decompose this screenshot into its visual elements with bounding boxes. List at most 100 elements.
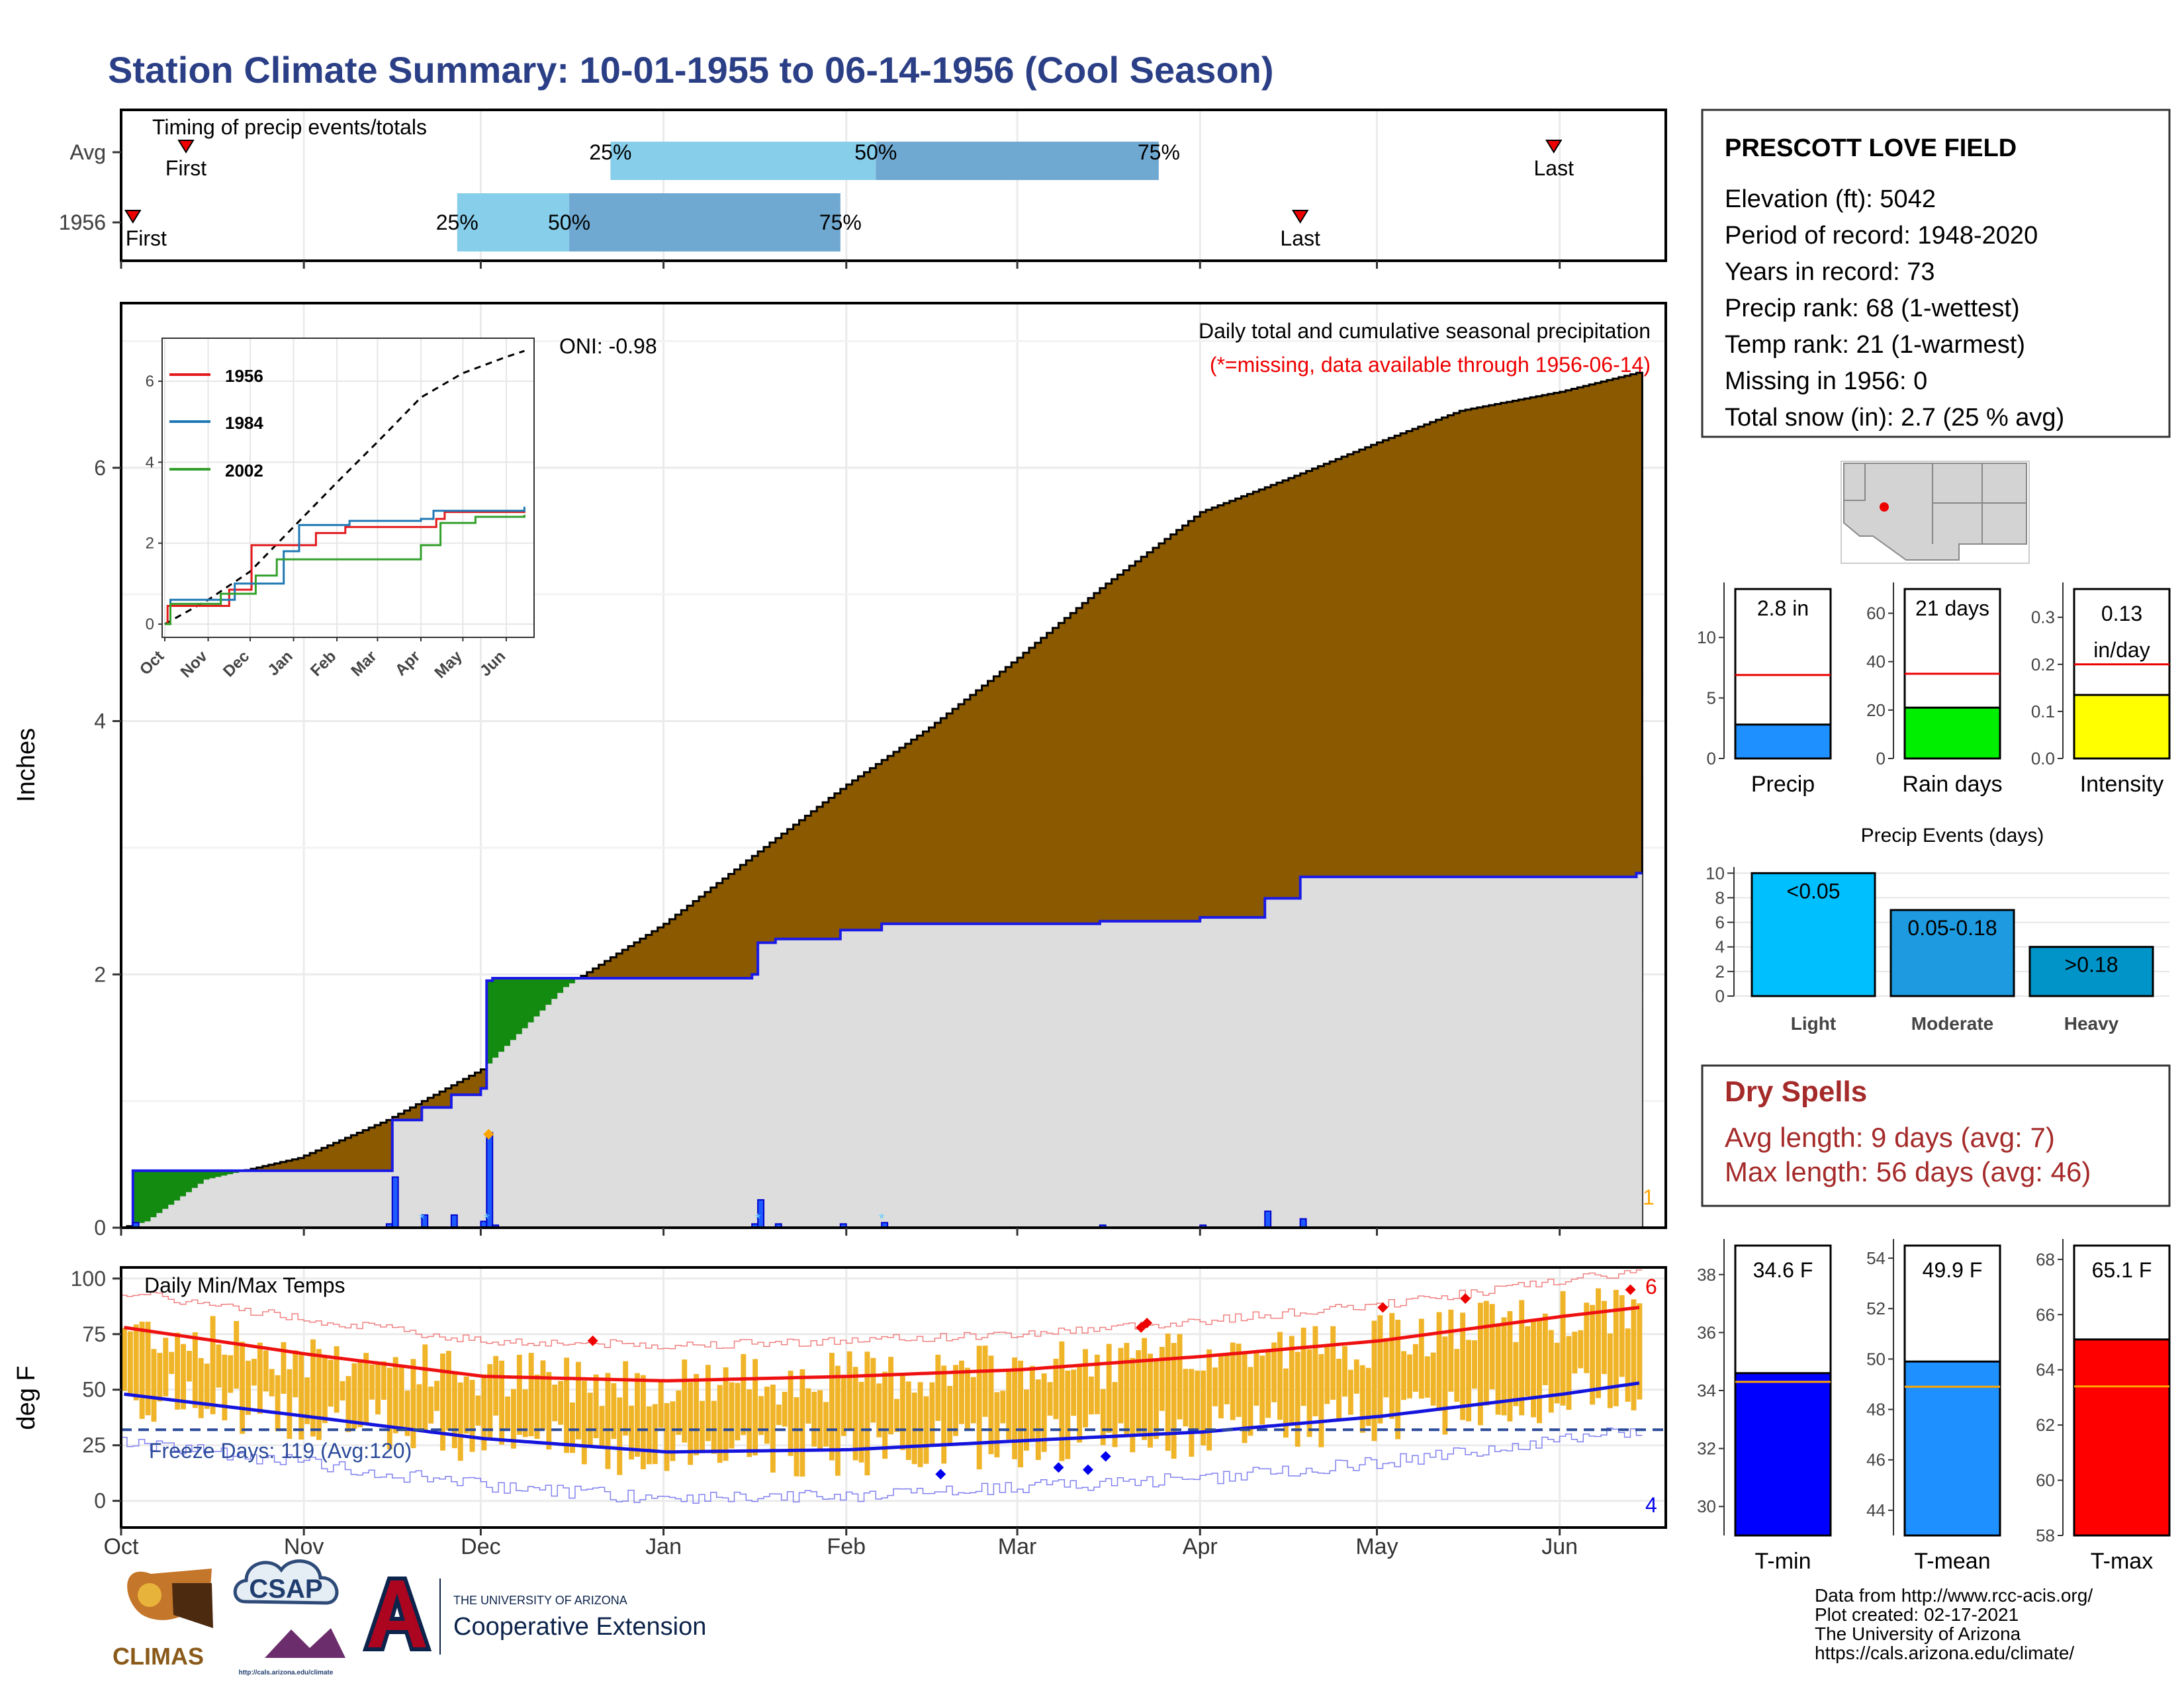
avg-tmax-line <box>124 1306 1640 1383</box>
daily-temp-bar <box>445 1351 451 1431</box>
daily-temp-bar <box>817 1390 823 1452</box>
dry-spells-title: Dry Spells <box>1725 1075 1867 1108</box>
daily-temp-bar <box>1637 1303 1643 1400</box>
daily-temp-bar <box>1495 1324 1501 1415</box>
temp-summary-value-t-max: 65.1 F <box>2092 1258 2152 1282</box>
daily-temp-bar <box>1596 1288 1602 1398</box>
daily-temp-bar <box>899 1375 905 1451</box>
temperature-panel: 0 25 50 75 100 deg F Daily Min/Max Temps Fre… <box>13 1266 1667 1529</box>
daily-temp-bar <box>735 1383 741 1441</box>
temp-daily-bars <box>122 1288 1643 1477</box>
daily-temp-bar <box>629 1405 635 1460</box>
record-high-marker <box>1377 1302 1388 1313</box>
daily-temp-bar <box>1607 1333 1613 1408</box>
daily-temp-bar <box>1059 1341 1065 1461</box>
events-tick-label: 10 <box>1706 863 1725 883</box>
daily-temp-bar <box>127 1331 133 1395</box>
daily-temp-bar <box>369 1364 375 1400</box>
timing-q25-label: 25% <box>589 140 631 164</box>
daily-temp-bar <box>564 1357 570 1453</box>
daily-temp-bar <box>1472 1340 1477 1389</box>
daily-temp-bar <box>1035 1379 1041 1461</box>
daily-temp-bar <box>1094 1354 1100 1414</box>
daily-precip-bar <box>450 1214 458 1229</box>
inset-x-tick-label-jan: Jan <box>264 647 296 679</box>
summary-bar-charts: 0 5 10 2.8 in Precip 0 20 40 60 21 days Rain days 0… <box>1697 582 2171 797</box>
daily-temp-bar <box>463 1376 469 1434</box>
ua-logo-extension: Cooperative Extension <box>453 1613 706 1641</box>
daily-temp-bar <box>658 1379 664 1428</box>
daily-temp-bar <box>640 1375 646 1469</box>
temp-top-count: 6 <box>1645 1275 1657 1299</box>
daily-temp-bar <box>1259 1355 1265 1425</box>
snow-marker: * <box>484 1211 490 1227</box>
inset-x-tick-label-dec: Dec <box>220 647 253 680</box>
inset-x-tick-label-nov: Nov <box>177 647 212 682</box>
timing-quartile-high <box>876 142 1159 180</box>
daily-temp-bar <box>794 1397 799 1477</box>
timing-bars: 25% 50% 75% First Last 25% 50% 75% First Last 1956… <box>0 110 1574 261</box>
daily-temp-bar <box>1560 1291 1566 1406</box>
daily-temp-bar <box>1136 1350 1142 1434</box>
station-line-elevation: Elevation (ft): 5042 <box>1725 185 1936 213</box>
dry-spells-frame <box>1701 1064 2171 1207</box>
daily-temp-bar <box>287 1369 293 1440</box>
daily-temp-bar <box>676 1390 682 1436</box>
precip-annotation-missing: (*=missing, data available through 1956-… <box>1210 353 1651 377</box>
daily-temp-bar <box>398 1365 404 1432</box>
daily-temp-bar <box>1590 1304 1596 1405</box>
station-line-temp-rank: Temp rank: 21 (1-warmest) <box>1725 331 2025 359</box>
daily-temp-bar <box>1195 1370 1201 1430</box>
precip-y-label: Inches <box>13 728 40 802</box>
inset-line-average <box>164 349 525 625</box>
daily-temp-bar <box>841 1376 846 1436</box>
daily-temp-bar <box>1265 1351 1271 1418</box>
summary-chart-name-2: Intensity <box>2080 772 2164 797</box>
temp-y-label: deg F <box>13 1365 40 1430</box>
events-category-moderate: Moderate <box>1911 1013 1993 1034</box>
precip-panel: * * * * 0 2 4 6 Inches Daily total and cumulat… <box>13 302 1667 1240</box>
page-title: Station Climate Summary: 10-01-1955 to 0… <box>108 49 1274 91</box>
locator-map <box>1841 461 2030 564</box>
daily-temp-bar <box>1537 1320 1542 1424</box>
daily-temp-bar <box>440 1353 445 1451</box>
daily-temp-bar <box>192 1332 198 1408</box>
daily-temp-bar <box>151 1349 157 1422</box>
daily-temp-bar <box>1253 1351 1259 1406</box>
daily-temp-bar <box>905 1381 911 1460</box>
daily-temp-bar <box>1383 1338 1389 1398</box>
daily-temp-bar <box>1619 1295 1625 1377</box>
precip-fills <box>121 371 1643 1229</box>
daily-temp-bar <box>181 1344 186 1410</box>
daily-temp-bar <box>481 1374 487 1451</box>
station-line-precip-rank: Precip rank: 68 (1-wettest) <box>1725 295 2020 322</box>
csap-logo-mountain <box>265 1628 345 1658</box>
daily-temp-bar <box>747 1389 752 1457</box>
daily-temp-bar <box>357 1359 363 1428</box>
temp-summary-tick-label: 32 <box>1697 1439 1716 1459</box>
temp-summary-tick-label: 68 <box>2036 1250 2055 1269</box>
inset-x-tick-label-feb: Feb <box>307 647 340 680</box>
snow-marker: * <box>419 1211 425 1227</box>
timing-label: Timing of precip events/totals <box>152 115 427 139</box>
daily-temp-bar <box>1359 1365 1365 1433</box>
daily-temp-bar <box>422 1344 428 1431</box>
daily-temp-bar <box>375 1363 381 1415</box>
inset-x-tick-label-apr: Apr <box>392 647 424 679</box>
temp-summary-tick-label: 44 <box>1866 1500 1886 1520</box>
month-label-feb: Feb <box>827 1534 866 1559</box>
summary-value-label-1: 21 days <box>1915 596 1989 620</box>
events-category-light: Light <box>1791 1013 1836 1034</box>
inset-line-2002 <box>165 514 525 625</box>
ua-logo-university: THE UNIVERSITY OF ARIZONA <box>453 1594 627 1607</box>
month-label-jun: Jun <box>1541 1534 1578 1559</box>
daily-temp-bar <box>416 1384 422 1430</box>
above-average-area-top <box>132 978 581 1225</box>
daily-temp-bar <box>1018 1360 1023 1468</box>
inset-frame <box>161 338 535 638</box>
daily-temp-bar <box>941 1365 947 1464</box>
summary-chart-name-1: Rain days <box>1902 772 2002 797</box>
daily-temp-bar <box>688 1382 694 1465</box>
daily-temp-bar <box>870 1357 876 1423</box>
